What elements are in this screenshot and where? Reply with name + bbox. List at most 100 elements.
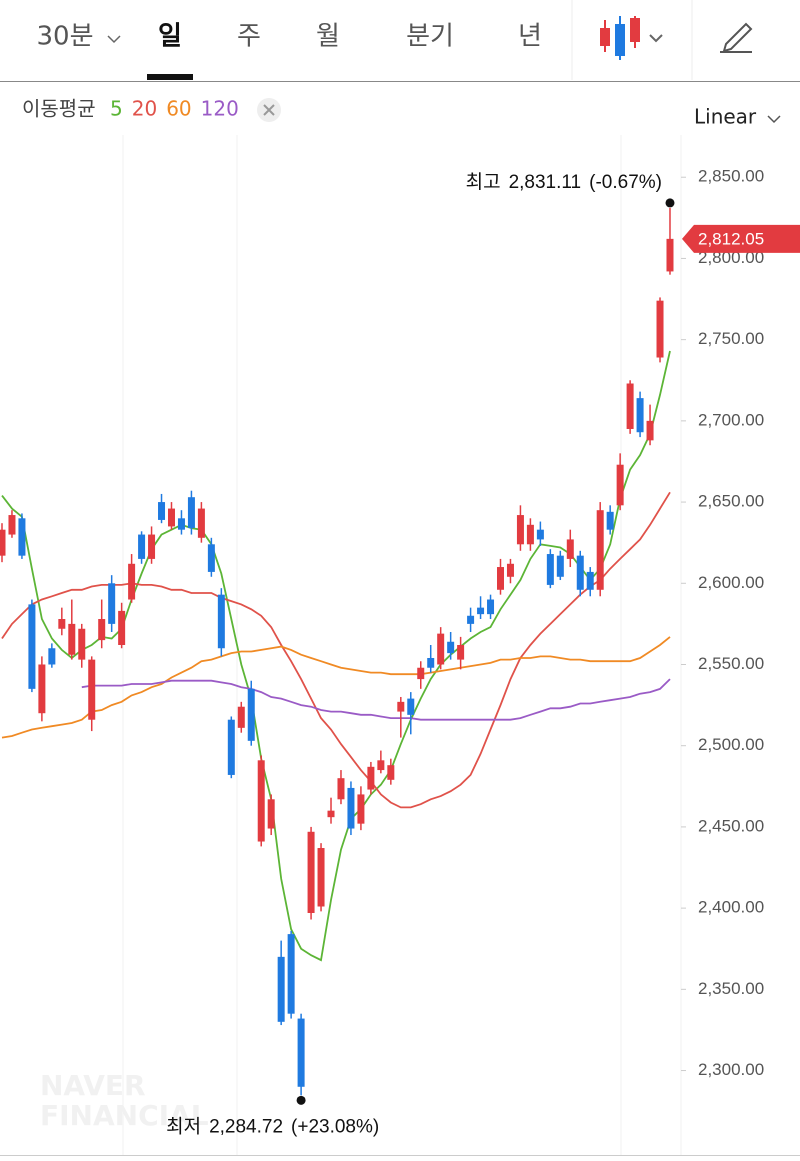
ma-line xyxy=(1,636,671,739)
legend: 5 20 60 120 xyxy=(110,97,239,121)
candle-body xyxy=(526,524,534,545)
candle-body xyxy=(566,539,574,559)
y-tick-label: 2,700.00 xyxy=(698,410,764,429)
candle-body xyxy=(317,848,325,907)
candle-body xyxy=(536,529,544,540)
candle-body xyxy=(417,667,425,680)
y-tick-label: 2,850.00 xyxy=(698,167,764,186)
candle-body xyxy=(277,956,285,1022)
candle-body xyxy=(337,778,345,800)
watermark: FINANCIAL xyxy=(40,1099,209,1132)
chevron xyxy=(107,35,121,44)
candle-body xyxy=(467,615,475,624)
y-tick-label: 2,300.00 xyxy=(698,1060,764,1079)
tab[interactable]: 주 xyxy=(237,22,261,52)
tab-underline xyxy=(147,74,193,80)
ma-line xyxy=(81,678,671,721)
candle-body xyxy=(88,659,96,720)
tab-bar: 30분 일 주 월 분기 년 xyxy=(36,22,541,52)
extreme-dot xyxy=(296,1095,306,1105)
candle-body xyxy=(78,628,86,660)
y-tick-label: 2,450.00 xyxy=(698,816,764,835)
candle-body xyxy=(546,554,554,585)
legend-close[interactable] xyxy=(257,98,281,122)
candle-body xyxy=(666,238,674,272)
candle-body xyxy=(487,599,495,615)
candle-body xyxy=(377,760,385,771)
candle-body xyxy=(596,510,604,590)
candle-body xyxy=(148,534,156,559)
candle-body xyxy=(227,719,235,775)
candle-body xyxy=(606,511,614,530)
legend-entry: 60 xyxy=(166,97,191,121)
candle-body xyxy=(8,515,16,535)
tab[interactable]: 30분 xyxy=(36,22,93,52)
candle-body xyxy=(138,534,146,559)
candle-body xyxy=(576,555,584,590)
candle-body xyxy=(267,799,275,829)
candle-body xyxy=(447,641,455,654)
annotation: 최저 2,284.72 (+23.08%) xyxy=(166,1115,379,1137)
watermark: NAVER xyxy=(40,1069,146,1102)
candle-body xyxy=(18,518,26,556)
y-tick-label: 2,350.00 xyxy=(698,979,764,998)
candle-body xyxy=(397,701,405,712)
candle-body xyxy=(626,383,634,429)
candle-body xyxy=(128,563,136,600)
annotation-part: 최고 xyxy=(466,171,501,193)
candle-body xyxy=(167,508,175,527)
annotation-part: (+23.08%) xyxy=(291,1116,379,1137)
candle-body xyxy=(217,594,225,649)
draw-button[interactable] xyxy=(720,22,753,53)
candle-body xyxy=(307,831,315,913)
candle-body xyxy=(187,497,195,529)
candle-body xyxy=(327,810,335,818)
candle-body xyxy=(108,583,116,624)
candle-body xyxy=(506,563,514,577)
tab[interactable]: 월 xyxy=(316,22,340,52)
candle-body xyxy=(197,508,205,538)
ma-line xyxy=(1,350,671,962)
candle-body xyxy=(207,544,215,572)
candle-body xyxy=(427,657,435,668)
candle-body xyxy=(497,567,504,590)
y-tick-label: 2,500.00 xyxy=(698,735,764,754)
candle-body xyxy=(237,706,245,728)
candle-body xyxy=(387,765,395,780)
candle-body xyxy=(357,794,365,824)
candle-body xyxy=(656,300,664,358)
legend-entry: 5 xyxy=(110,97,123,121)
annotation-part: 2,831.11 xyxy=(509,172,582,193)
candle-body xyxy=(407,698,415,715)
candle-body xyxy=(158,502,166,520)
tab[interactable]: 년 xyxy=(518,22,542,52)
candle-body xyxy=(257,760,265,842)
candle-body xyxy=(437,633,445,665)
candle-body xyxy=(38,664,46,714)
y-tick-label: 2,600.00 xyxy=(698,573,764,592)
candle-body xyxy=(297,1018,305,1087)
candle-body xyxy=(58,619,66,629)
scale-selector[interactable]: Linear xyxy=(694,105,757,129)
candle-body xyxy=(616,464,624,506)
legend-entry: 20 xyxy=(132,97,157,121)
candle-body xyxy=(636,398,644,433)
chart-type-button[interactable] xyxy=(600,16,663,60)
annotation-part: 2,284.72 xyxy=(209,1116,283,1137)
tab[interactable]: 분기 xyxy=(406,22,454,52)
price-tag xyxy=(682,224,800,253)
chevron xyxy=(767,115,781,124)
candle-body xyxy=(68,623,76,655)
candle-body xyxy=(367,766,375,790)
candle-body xyxy=(477,607,485,615)
candle-body xyxy=(457,645,465,660)
candle-body xyxy=(646,420,654,441)
annotation: 최고 2,831.11 (-0.67%) xyxy=(466,171,662,193)
annotation-part: (-0.67%) xyxy=(589,172,662,193)
legend-label: 이동평균 xyxy=(22,97,96,121)
candle-body xyxy=(516,515,524,545)
tab[interactable]: 일 xyxy=(158,22,182,52)
candle-body xyxy=(98,619,106,641)
